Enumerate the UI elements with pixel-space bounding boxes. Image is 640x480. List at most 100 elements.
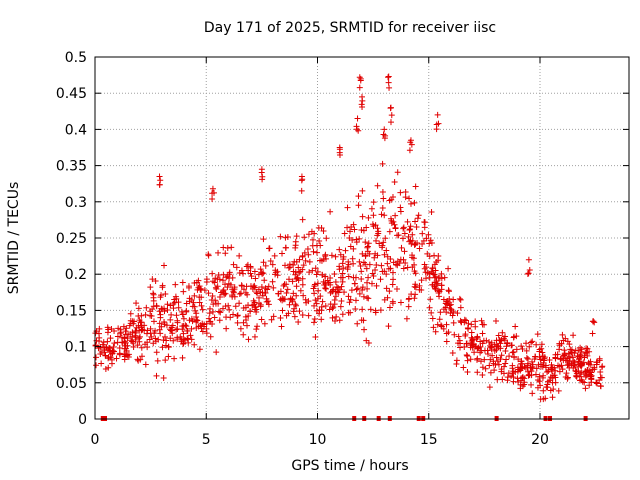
data-point bbox=[199, 328, 206, 335]
y-tick-label: 0.25 bbox=[56, 231, 87, 247]
data-point bbox=[402, 259, 409, 266]
data-point bbox=[240, 270, 247, 277]
data-point bbox=[560, 337, 567, 344]
data-point bbox=[169, 330, 176, 337]
data-point bbox=[474, 369, 481, 376]
data-point bbox=[570, 332, 577, 339]
data-point bbox=[389, 193, 396, 200]
data-point bbox=[311, 283, 318, 290]
data-point bbox=[598, 374, 605, 381]
data-point bbox=[284, 286, 291, 293]
data-point bbox=[275, 290, 282, 297]
data-point bbox=[533, 341, 540, 348]
data-point bbox=[564, 375, 571, 382]
peak-point bbox=[385, 73, 392, 80]
data-point bbox=[173, 326, 180, 333]
data-point bbox=[390, 259, 397, 266]
data-point bbox=[412, 270, 419, 277]
data-point bbox=[136, 317, 143, 324]
data-point bbox=[240, 305, 247, 312]
data-point bbox=[262, 289, 269, 296]
data-point bbox=[111, 340, 118, 347]
data-point bbox=[322, 285, 329, 292]
data-point bbox=[386, 304, 393, 311]
data-point bbox=[215, 308, 222, 315]
data-point bbox=[254, 290, 261, 297]
data-point bbox=[523, 340, 530, 347]
y-tick-label: 0.35 bbox=[56, 159, 87, 175]
data-point bbox=[586, 367, 593, 374]
data-point bbox=[352, 274, 359, 281]
data-point bbox=[142, 311, 149, 318]
peak-point bbox=[157, 177, 164, 184]
data-point bbox=[552, 355, 559, 362]
data-point bbox=[260, 259, 267, 266]
data-point bbox=[296, 308, 303, 315]
data-point bbox=[358, 317, 365, 324]
data-point bbox=[359, 187, 366, 194]
data-point bbox=[593, 379, 600, 386]
data-point bbox=[258, 316, 265, 323]
data-point bbox=[374, 225, 381, 232]
data-point bbox=[153, 349, 160, 356]
data-point bbox=[540, 387, 547, 394]
data-point bbox=[264, 286, 271, 293]
data-point bbox=[487, 356, 494, 363]
data-point bbox=[193, 314, 200, 321]
data-point bbox=[154, 357, 161, 364]
peak-point bbox=[209, 195, 216, 202]
data-point bbox=[411, 199, 418, 206]
data-point bbox=[498, 336, 505, 343]
data-point bbox=[247, 308, 254, 315]
data-point bbox=[488, 346, 495, 353]
data-point bbox=[412, 183, 419, 190]
data-point bbox=[125, 331, 132, 338]
data-point bbox=[386, 228, 393, 235]
data-point bbox=[165, 353, 172, 360]
data-point bbox=[222, 250, 229, 257]
data-point bbox=[292, 238, 299, 245]
data-point bbox=[301, 249, 308, 256]
data-point bbox=[149, 276, 156, 283]
data-point bbox=[445, 329, 452, 336]
data-point bbox=[555, 387, 562, 394]
data-point bbox=[358, 268, 365, 275]
peak-point bbox=[380, 131, 387, 138]
data-point bbox=[253, 306, 260, 313]
data-point bbox=[319, 271, 326, 278]
y-tick-label: 0.1 bbox=[65, 340, 87, 356]
data-point bbox=[474, 356, 480, 363]
data-point bbox=[508, 342, 515, 349]
data-point bbox=[442, 304, 449, 311]
data-point bbox=[165, 344, 172, 351]
data-point bbox=[386, 197, 393, 204]
data-point bbox=[437, 309, 444, 316]
data-point bbox=[428, 309, 435, 316]
data-point bbox=[519, 374, 526, 381]
data-point bbox=[168, 311, 175, 318]
data-point bbox=[194, 317, 201, 324]
data-point bbox=[179, 279, 186, 286]
data-point bbox=[534, 331, 541, 338]
data-point bbox=[96, 338, 103, 345]
data-point bbox=[211, 314, 218, 321]
x-tick-label: 10 bbox=[309, 432, 327, 448]
data-point bbox=[247, 263, 254, 270]
data-point bbox=[438, 286, 445, 293]
peak-point bbox=[357, 75, 364, 82]
data-point bbox=[153, 372, 160, 379]
peak-point bbox=[354, 115, 361, 122]
data-point bbox=[136, 333, 143, 340]
data-point bbox=[525, 356, 532, 363]
data-point bbox=[292, 271, 299, 278]
data-point bbox=[227, 281, 234, 288]
data-point bbox=[434, 280, 441, 287]
data-point bbox=[245, 336, 252, 343]
data-point bbox=[297, 268, 304, 275]
data-point bbox=[347, 296, 354, 303]
data-point bbox=[162, 357, 169, 364]
data-point bbox=[174, 319, 181, 326]
data-point bbox=[329, 314, 336, 321]
data-point bbox=[105, 364, 112, 371]
data-point bbox=[223, 325, 230, 332]
